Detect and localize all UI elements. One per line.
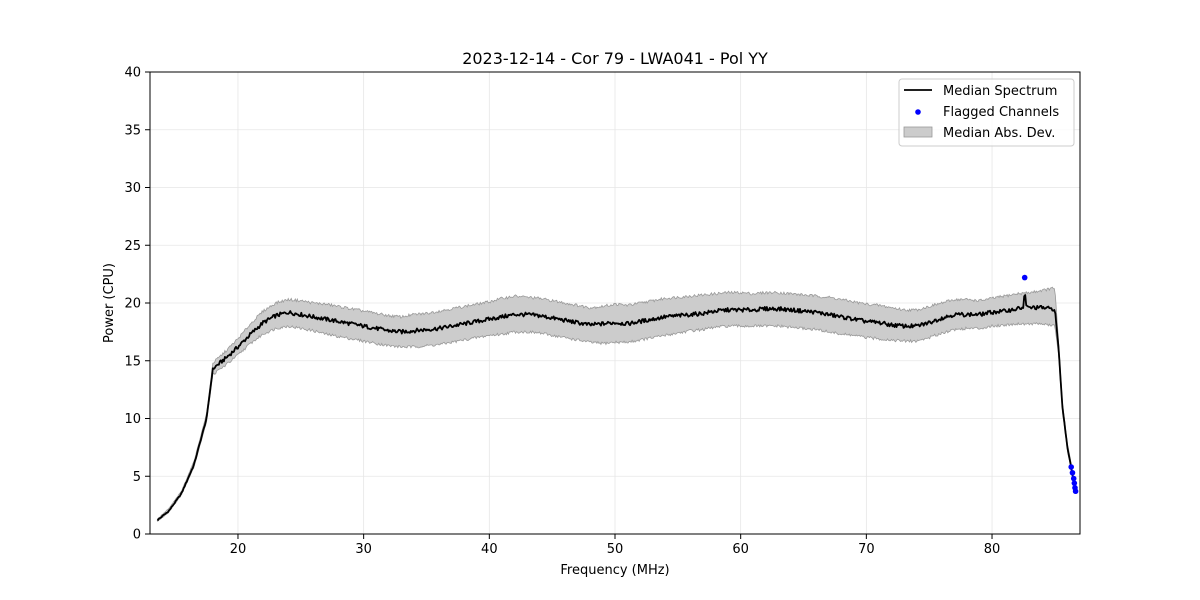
x-axis-label: Frequency (MHz) <box>560 563 669 578</box>
y-tick-label: 20 <box>124 297 141 312</box>
median-spectrum-line <box>156 294 1075 522</box>
legend-mad-swatch <box>903 126 933 138</box>
legend-flagged-label: Flagged Channels <box>943 105 1059 120</box>
flagged-channel-point <box>1021 274 1028 281</box>
x-tick-label: 50 <box>607 542 624 557</box>
x-tick-label: 80 <box>984 542 1001 557</box>
y-tick-label: 40 <box>124 66 141 81</box>
x-tick-label: 60 <box>732 542 749 557</box>
flagged-channel-point <box>1068 464 1074 470</box>
legend-median-label: Median Spectrum <box>943 84 1057 99</box>
y-tick-label: 30 <box>124 181 141 196</box>
y-tick-label: 10 <box>124 412 141 427</box>
x-tick-label: 40 <box>481 542 498 557</box>
legend-box <box>898 78 1075 147</box>
y-tick-label: 15 <box>124 354 141 369</box>
y-axis-ticks: 0 5 10 15 20 25 30 35 40 <box>124 66 150 543</box>
y-tick-label: 0 <box>133 528 141 543</box>
flagged-channel-point <box>1072 488 1079 495</box>
y-tick-label: 5 <box>133 470 141 485</box>
chart-title: 2023-12-14 - Cor 79 - LWA041 - Pol YY <box>462 49 768 68</box>
x-tick-label: 70 <box>858 542 875 557</box>
flagged-channel-point <box>1069 469 1076 476</box>
legend: Median Spectrum Flagged Channels Median … <box>898 78 1075 147</box>
y-axis-label: Power (CPU) <box>102 263 117 343</box>
x-tick-label: 20 <box>230 542 247 557</box>
flagged-channels <box>1021 274 1079 495</box>
flagged-channel-point <box>1070 475 1077 482</box>
y-tick-label: 35 <box>124 123 141 138</box>
x-axis-ticks: 20 30 40 50 60 70 80 <box>230 534 1001 557</box>
legend-mad-label: Median Abs. Dev. <box>943 126 1055 141</box>
y-tick-label: 25 <box>124 239 141 254</box>
x-tick-label: 30 <box>355 542 372 557</box>
flagged-channel-point <box>1071 480 1078 486</box>
legend-flagged-swatch <box>915 109 921 115</box>
